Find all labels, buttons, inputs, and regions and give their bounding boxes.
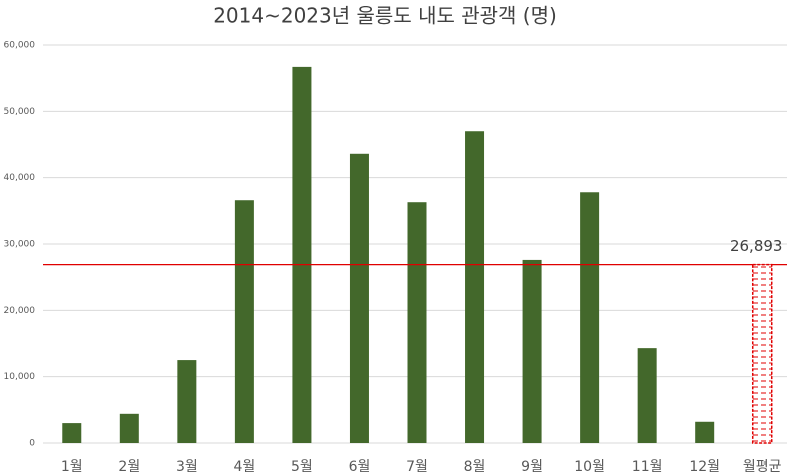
bar	[234, 200, 254, 443]
x-tick-label: 7월	[406, 459, 428, 475]
average-bar	[751, 263, 773, 444]
bar	[695, 421, 715, 443]
x-tick-label: 8월	[464, 459, 486, 475]
chart-title: 2014~2023년 울릉도 내도 관광객 (명)	[213, 4, 557, 28]
y-tick-label: 20,000	[4, 306, 36, 316]
y-tick-label: 0	[29, 439, 35, 449]
x-tick-label: 4월	[233, 459, 255, 475]
x-tick-label: 10월	[574, 459, 605, 475]
bar	[407, 202, 427, 443]
bar	[522, 259, 542, 443]
x-tick-label: 12월	[689, 459, 720, 475]
bar	[637, 348, 657, 443]
x-tick-label: 1월	[61, 459, 83, 475]
y-tick-label: 50,000	[4, 107, 36, 117]
bar	[177, 360, 197, 443]
x-tick-label: 월평균	[743, 459, 782, 475]
x-tick-label: 2월	[118, 459, 140, 475]
bar	[580, 192, 600, 443]
bar	[292, 66, 312, 443]
y-tick-label: 40,000	[4, 173, 36, 183]
y-tick-label: 30,000	[4, 240, 36, 250]
y-tick-label: 10,000	[4, 372, 36, 382]
x-tick-label: 11월	[632, 459, 663, 475]
y-tick-label: 60,000	[4, 41, 36, 51]
x-tick-label: 3월	[176, 459, 198, 475]
bar	[62, 423, 82, 443]
bar	[119, 413, 139, 443]
average-label: 26,893	[730, 237, 783, 255]
x-tick-label: 9월	[521, 459, 543, 475]
x-tick-label: 5월	[291, 459, 313, 475]
bar	[465, 131, 485, 443]
x-tick-label: 6월	[349, 459, 371, 475]
bar	[349, 153, 369, 443]
